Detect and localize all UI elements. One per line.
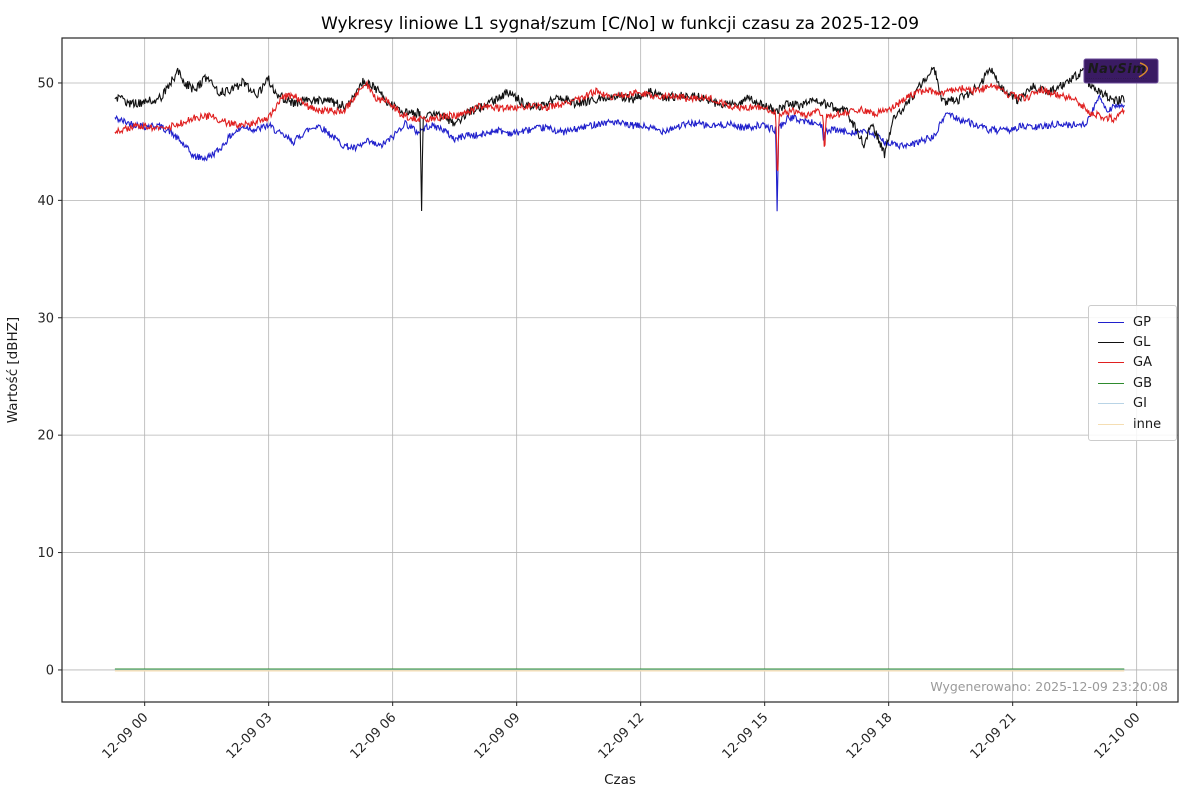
x-tick-label: 12-09 03 — [224, 710, 276, 762]
x-axis-label: Czas — [604, 772, 636, 788]
legend-line-sample — [1098, 321, 1124, 323]
navsim-logo-text: NavSim — [1088, 62, 1147, 77]
legend-entry-inne: inne — [1098, 414, 1170, 434]
x-axis-ticks: 12-09 00 12-09 03 12-09 06 12-09 09 12-09 12… — [100, 702, 1144, 762]
navsim-logo-swoosh — [1138, 62, 1148, 78]
legend-label: inne — [1133, 416, 1162, 432]
legend-entry-GL: GL — [1098, 332, 1170, 352]
legend-line-sample — [1098, 403, 1124, 405]
legend-entry-GB: GB — [1098, 373, 1170, 393]
y-tick-label: 30 — [37, 311, 54, 326]
legend-label: GB — [1133, 375, 1152, 391]
navsim-logo-subtext: ··························· — [1086, 76, 1147, 81]
x-tick-label: 12-09 06 — [348, 710, 400, 762]
chart-title: Wykresy liniowe L1 sygnał/szum [C/No] w … — [321, 14, 919, 34]
legend-label: GI — [1133, 396, 1147, 412]
x-tick-label: 12-09 18 — [844, 710, 896, 762]
legend-entry-GI: GI — [1098, 394, 1170, 414]
legend-label: GA — [1133, 355, 1152, 371]
y-tick-label: 10 — [37, 546, 54, 561]
navsim-logo: NavSim ··························· — [1083, 58, 1159, 84]
legend-label: GP — [1133, 314, 1151, 330]
legend-line-sample — [1098, 362, 1124, 364]
x-tick-label: 12-09 12 — [596, 710, 648, 762]
y-axis-ticks: 0 10 20 30 40 50 — [37, 76, 62, 678]
x-tick-label: 12-09 00 — [100, 710, 152, 762]
legend-entry-GP: GP — [1098, 312, 1170, 332]
x-tick-label: 12-10 00 — [1092, 710, 1144, 762]
x-tick-label: 12-09 21 — [968, 710, 1020, 762]
generated-timestamp: Wygenerowano: 2025-12-09 23:20:08 — [930, 679, 1168, 694]
y-tick-label: 50 — [37, 76, 54, 91]
legend-label: GL — [1133, 335, 1151, 351]
x-tick-label: 12-09 09 — [472, 710, 524, 762]
legend: GP GL GA GB GI inne — [1088, 305, 1177, 442]
y-axis-label: Wartość [dBHZ] — [5, 317, 21, 423]
legend-line-sample — [1098, 382, 1124, 384]
x-tick-label: 12-09 15 — [720, 710, 772, 762]
legend-line-sample — [1098, 423, 1124, 425]
series-line-GL — [114, 66, 1125, 212]
series-line-GP — [114, 94, 1125, 212]
legend-entry-GA: GA — [1098, 353, 1170, 373]
y-tick-label: 0 — [46, 663, 54, 678]
series-line-GA — [114, 80, 1125, 172]
legend-line-sample — [1098, 342, 1124, 344]
plot-area-border — [61, 37, 1179, 703]
y-tick-label: 20 — [37, 429, 54, 444]
y-tick-label: 40 — [37, 194, 54, 209]
data-series — [114, 66, 1125, 672]
